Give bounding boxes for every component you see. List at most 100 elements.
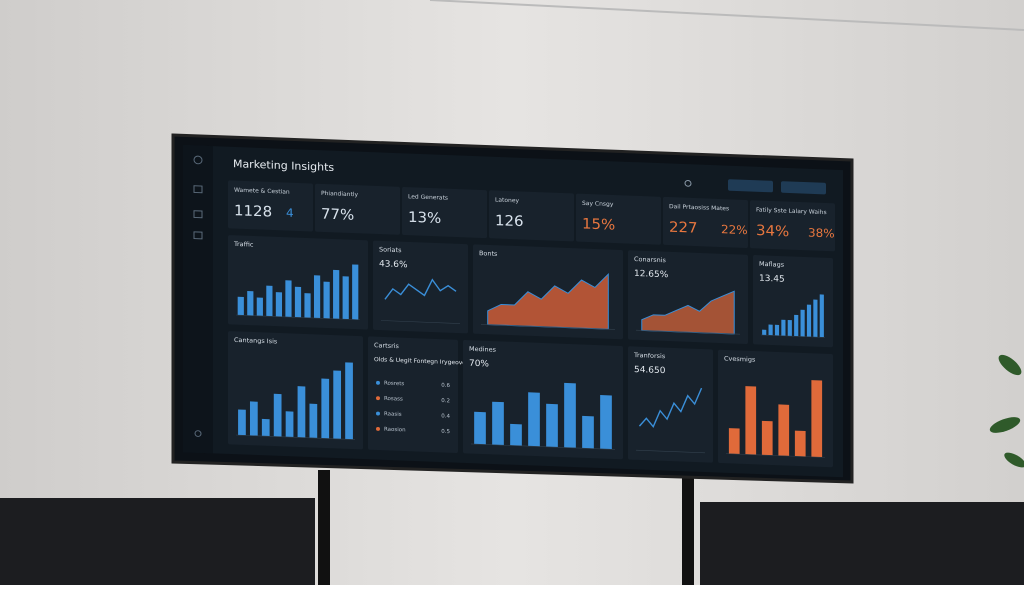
sidebar (183, 145, 213, 454)
bar (774, 324, 780, 336)
axis-line (471, 443, 615, 450)
legend-dot (376, 411, 380, 416)
panel (373, 240, 468, 334)
bar (297, 386, 306, 438)
axis-line (636, 329, 740, 335)
search-icon[interactable] (684, 180, 692, 187)
panel-stat: 54.650 (634, 365, 666, 376)
bar (794, 314, 799, 337)
kpi-card (750, 200, 835, 252)
bar (819, 294, 824, 338)
bar (342, 276, 349, 320)
panel-title: Maflags (759, 260, 784, 269)
ceiling-line (429, 0, 1024, 31)
bar (249, 401, 258, 436)
bar (768, 324, 773, 336)
kpi-value: 1128 (234, 202, 272, 220)
bar (582, 415, 594, 449)
bar (474, 411, 486, 445)
list-label: Raasis (384, 411, 402, 418)
panel-title: Cartsris (374, 341, 399, 350)
list-value: 0.6 (441, 383, 450, 389)
panel-stat: 70% (469, 359, 489, 370)
bar (800, 309, 805, 337)
bar (806, 304, 812, 337)
panel-stat: 12.65% (634, 269, 668, 280)
list-label: Rosass (384, 396, 403, 403)
line (384, 278, 457, 300)
bar (275, 292, 283, 317)
panel (228, 235, 368, 330)
kpi-card (489, 190, 574, 242)
axis-line (636, 449, 705, 454)
legend-dot (376, 426, 380, 431)
kpi-label: Wamete & Cestian (234, 188, 290, 196)
bar (294, 286, 302, 318)
bar (781, 319, 786, 336)
bar (345, 362, 353, 440)
legend-dot (376, 396, 380, 401)
bar (794, 430, 806, 457)
button[interactable] (728, 179, 773, 193)
panel-title: Tranforsis (633, 351, 665, 360)
axis-line (236, 314, 360, 321)
panel-stat: 13.45 (759, 274, 785, 285)
bar (285, 411, 294, 438)
screen: Marketing Insights Wamete & Cestian 1128 4… (183, 145, 843, 478)
bar (273, 393, 282, 437)
stand-leg (318, 470, 330, 585)
kpi-value: 34% (756, 222, 789, 240)
panel-title: Medines (469, 345, 496, 354)
kpi-label: Say Cnsgy (582, 201, 614, 208)
kpi-card (663, 196, 748, 248)
panel (463, 340, 623, 460)
bar (564, 382, 576, 448)
plant (989, 354, 1024, 468)
panel-title: Conarsnis (634, 255, 666, 264)
legend-dot (376, 380, 380, 385)
area (487, 272, 609, 330)
bar (813, 299, 818, 338)
bar (309, 403, 318, 439)
bar (728, 428, 740, 455)
bar (528, 392, 540, 447)
button[interactable] (781, 181, 826, 195)
kpi-extra: 4 (286, 206, 294, 220)
kpi-card (402, 186, 487, 239)
bar (787, 319, 792, 337)
kpi-label: Fatily Sste Lalary Waihs (756, 208, 827, 217)
panel-title: Bonts (479, 249, 497, 258)
bar (313, 275, 321, 319)
bar (321, 378, 330, 439)
bar (247, 291, 254, 316)
bar (266, 285, 273, 317)
bar (261, 418, 270, 437)
list-label: Rosrets (384, 381, 404, 388)
list-value: 0.5 (441, 429, 450, 435)
cabinet (0, 498, 315, 585)
bar (761, 420, 773, 456)
panel-stat: Olds & Uegit Fontegn Irygeoves (374, 357, 469, 366)
kpi-card (315, 183, 400, 235)
list-value: 0.4 (441, 413, 450, 419)
panel-stat: 43.6% (379, 259, 408, 270)
bar (492, 401, 504, 446)
dashboard-title: Marketing Insights (233, 157, 335, 174)
bar (285, 280, 292, 318)
kpi-value: 13% (408, 209, 441, 227)
bar (546, 403, 558, 448)
panel (368, 336, 458, 453)
panel-title: Cvesmigs (724, 355, 755, 364)
bar (333, 370, 342, 440)
kpi-card (576, 193, 661, 245)
bar (600, 395, 612, 450)
kpi-extra: 38% (808, 226, 835, 241)
bar (778, 404, 790, 457)
line (638, 387, 703, 428)
axis-line (761, 334, 825, 338)
bar (304, 293, 311, 318)
bar (237, 296, 244, 316)
bar (323, 281, 330, 319)
